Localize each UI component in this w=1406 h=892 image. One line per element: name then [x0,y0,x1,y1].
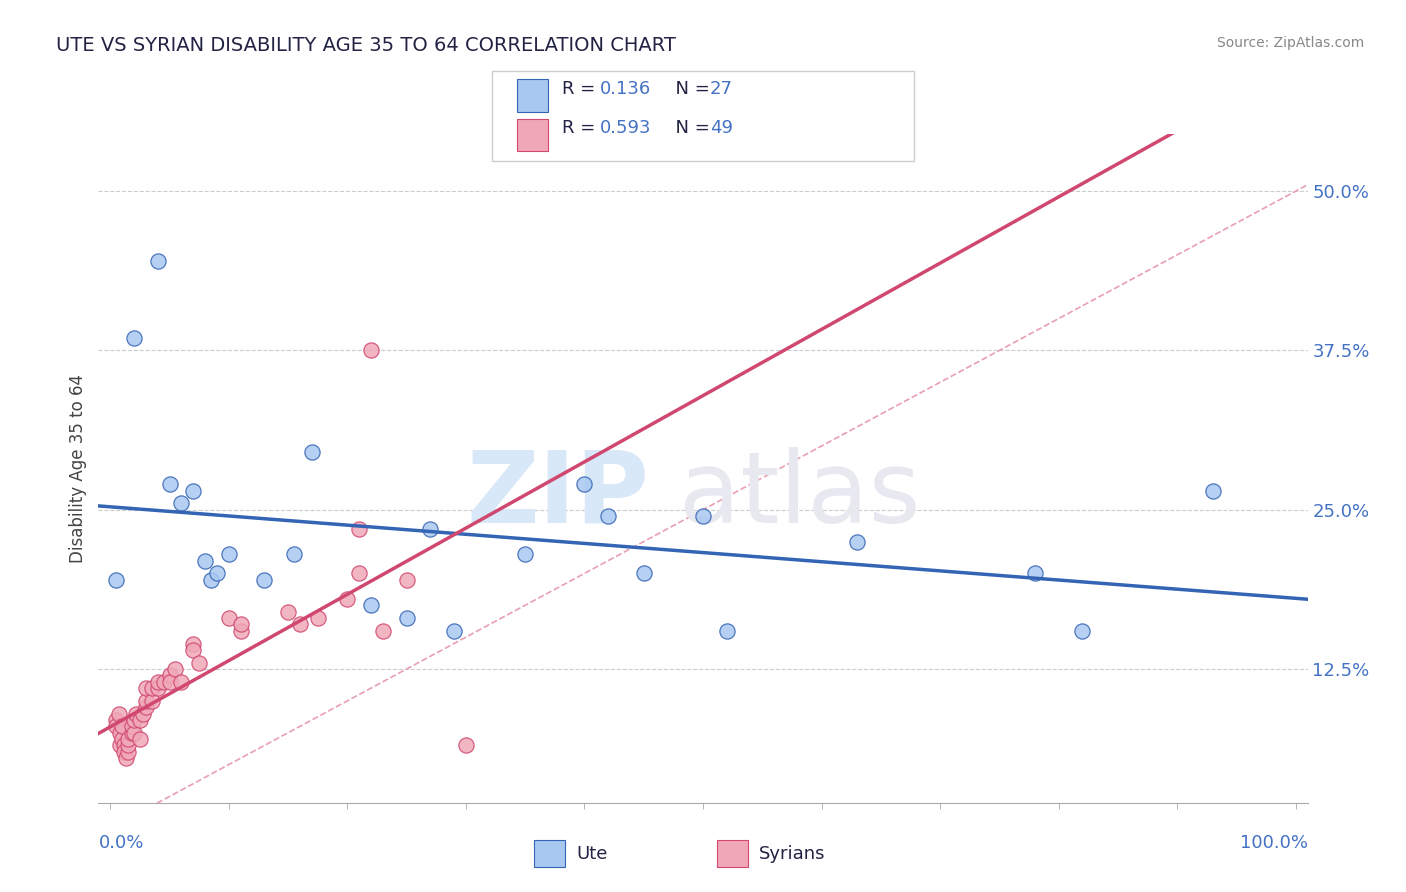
Point [1024,566,1046,581]
Text: 0.593: 0.593 [600,120,652,137]
Point [165,662,187,676]
Point [360,343,382,358]
Point [105,573,128,587]
Point [114,745,136,759]
Text: 100.0%: 100.0% [1240,834,1308,852]
Point [107,706,129,721]
Point [347,522,370,536]
Point [141,694,163,708]
Point [146,674,169,689]
Point [633,566,655,581]
Point [159,674,181,689]
Point [253,573,276,587]
Point [371,624,394,638]
Point [111,732,134,747]
Point [135,681,157,695]
Point [152,674,174,689]
Point [301,445,323,459]
Point [716,624,738,638]
Point [443,624,465,638]
Point [141,681,163,695]
Point [218,611,240,625]
Point [111,719,134,733]
Text: Source: ZipAtlas.com: Source: ZipAtlas.com [1216,36,1364,50]
Point [395,611,418,625]
Point [598,509,620,524]
Point [146,681,169,695]
Point [218,547,240,561]
Point [114,751,136,765]
Point [122,331,145,345]
Text: N =: N = [664,80,716,98]
Text: atlas: atlas [679,447,921,543]
Point [105,713,128,727]
Point [159,477,181,491]
Point [1202,483,1225,498]
Text: N =: N = [664,120,716,137]
Point [307,611,329,625]
Point [200,573,222,587]
Point [181,643,204,657]
Point [229,624,252,638]
Text: 0.136: 0.136 [600,80,651,98]
Point [117,732,139,747]
Y-axis label: Disability Age 35 to 64: Disability Age 35 to 64 [69,374,87,563]
Point [125,706,148,721]
Text: 49: 49 [710,120,733,137]
Point [132,706,155,721]
Point [114,739,136,753]
Point [288,617,311,632]
Point [117,739,139,753]
Text: 0.0%: 0.0% [98,834,143,852]
Point [454,739,477,753]
Point [122,725,145,739]
Point [347,566,370,581]
Point [188,656,211,670]
Point [135,700,157,714]
Point [194,554,217,568]
Point [121,719,143,733]
Point [360,599,382,613]
Point [105,719,128,733]
Text: R =: R = [562,80,602,98]
Text: R =: R = [562,120,602,137]
Point [117,745,139,759]
Point [395,573,418,587]
Point [146,254,169,268]
Point [181,483,204,498]
Point [159,668,181,682]
Point [574,477,596,491]
Text: Syrians: Syrians [759,845,825,863]
Point [692,509,714,524]
Text: 27: 27 [710,80,733,98]
Point [419,522,441,536]
Point [1071,624,1094,638]
Point [129,732,152,747]
Point [846,534,869,549]
Point [108,739,131,753]
Point [122,713,145,727]
Point [170,496,193,510]
Point [129,713,152,727]
Point [108,725,131,739]
Point [181,636,204,650]
Point [515,547,537,561]
Point [336,591,359,606]
Point [135,694,157,708]
Text: UTE VS SYRIAN DISABILITY AGE 35 TO 64 CORRELATION CHART: UTE VS SYRIAN DISABILITY AGE 35 TO 64 CO… [56,36,676,54]
Point [229,617,252,632]
Text: ZIP: ZIP [467,447,650,543]
Text: Ute: Ute [576,845,607,863]
Point [205,566,228,581]
Point [170,674,193,689]
Point [121,725,143,739]
Point [283,547,305,561]
Point [277,605,299,619]
